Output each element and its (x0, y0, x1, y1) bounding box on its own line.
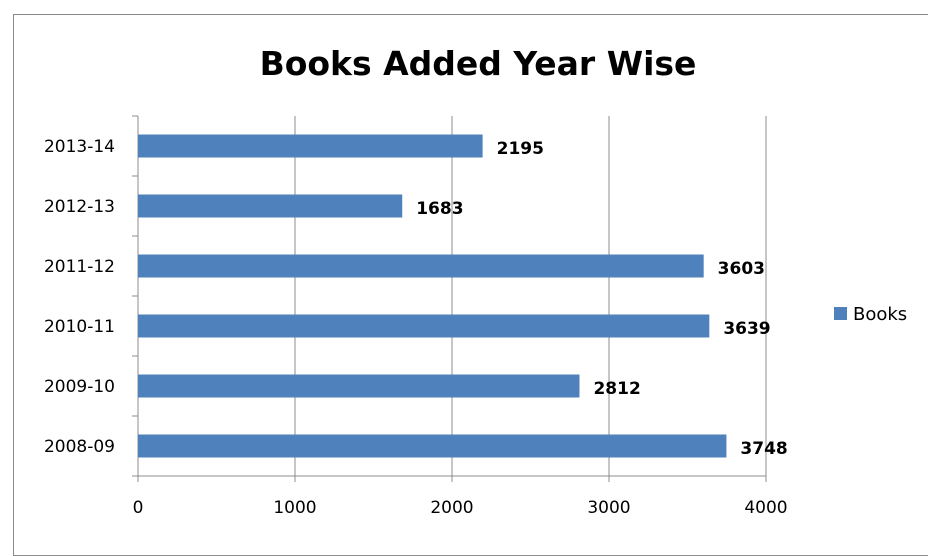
legend-label-books: Books (853, 304, 907, 325)
x-tick-label: 0 (133, 498, 144, 518)
x-tick-label: 3000 (587, 498, 630, 518)
data-label-2008-09: 3748 (740, 439, 787, 459)
y-tick-label: 2010-11 (44, 317, 115, 337)
y-tick-label: 2011-12 (44, 257, 115, 277)
x-tick-label: 1000 (273, 498, 316, 518)
y-tick-label: 2009-10 (44, 377, 115, 397)
legend: Books (834, 304, 907, 325)
bar-2011-12 (138, 254, 704, 278)
bar-2009-10 (138, 374, 580, 398)
data-label-2009-10: 2812 (593, 379, 640, 399)
chart-frame (13, 14, 928, 556)
data-labels: 3748 2812 3639 3603 1683 2195 (416, 139, 788, 459)
x-tick-label: 2000 (430, 498, 473, 518)
data-label-2010-11: 3639 (723, 319, 770, 339)
bar-2008-09 (138, 434, 727, 458)
y-tick-label: 2013-14 (44, 137, 115, 157)
bar-chart: Books Added Year Wise 3748 2812 3639 3603 16… (44, 44, 907, 518)
x-tick-label: 4000 (744, 498, 787, 518)
y-tick-label: 2012-13 (44, 197, 115, 217)
bar-2013-14 (138, 134, 483, 158)
bar-2010-11 (138, 314, 710, 338)
bars (138, 134, 727, 458)
gridlines (294, 116, 767, 476)
y-tick-labels: 2008-09 2009-10 2010-11 2011-12 2012-13 2013-… (44, 137, 115, 457)
data-label-2012-13: 1683 (416, 199, 463, 219)
axes (132, 115, 767, 482)
chart-title: Books Added Year Wise (260, 44, 697, 83)
x-tick-labels: 0 1000 2000 3000 4000 (133, 498, 788, 518)
data-label-2013-14: 2195 (497, 139, 544, 159)
data-label-2011-12: 3603 (718, 259, 765, 279)
legend-swatch-books (834, 307, 847, 320)
y-tick-label: 2008-09 (44, 437, 115, 457)
bar-2012-13 (138, 194, 403, 218)
